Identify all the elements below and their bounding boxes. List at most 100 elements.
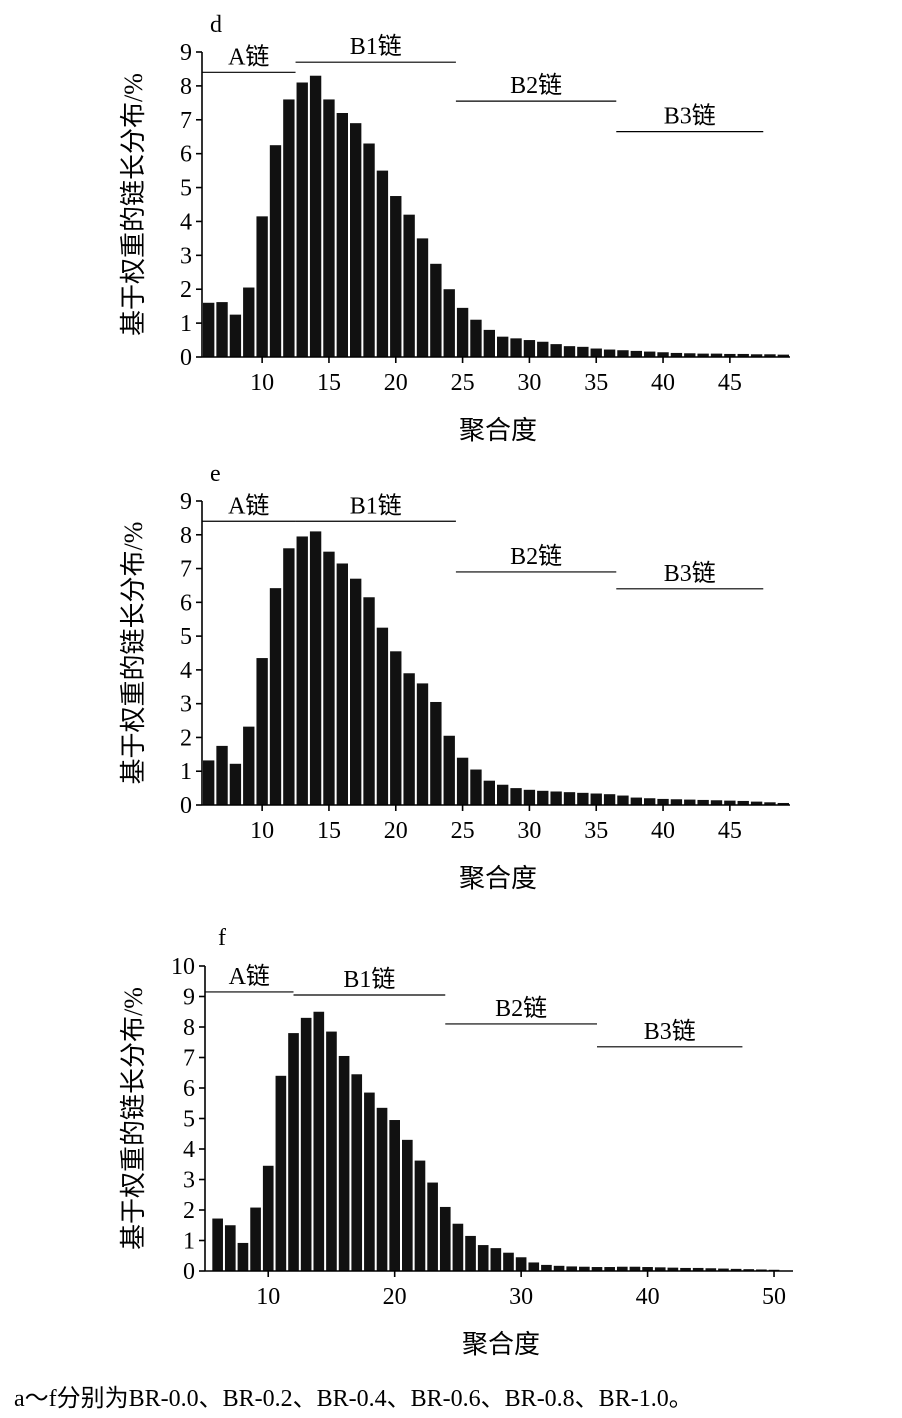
panel-d-bar-dp49 bbox=[777, 354, 789, 357]
panel-d-bar-dp16 bbox=[336, 113, 348, 357]
panel-d-bar-dp10 bbox=[256, 216, 268, 357]
panel-e-bar-dp45 bbox=[724, 800, 736, 805]
panel-d-bar-dp35 bbox=[590, 348, 602, 357]
panel-e-bar-dp15 bbox=[323, 551, 335, 805]
panel-d-region-label-0: A链 bbox=[228, 43, 269, 70]
panel-f-bar-dp19 bbox=[376, 1107, 388, 1271]
panel-e-ytick-label-0: 0 bbox=[180, 793, 192, 819]
panel-e-bar-dp24 bbox=[443, 735, 455, 805]
panel-f-bar-dp32 bbox=[541, 1264, 552, 1271]
panel-d-xtick-label-30: 30 bbox=[517, 370, 541, 396]
panel-d-bar-dp17 bbox=[350, 123, 362, 358]
panel-d-bar-dp41 bbox=[670, 352, 683, 357]
panel-d-ytick-label-2: 2 bbox=[180, 277, 192, 303]
panel-e-bar-dp40 bbox=[657, 798, 669, 805]
panel-d-bar-dp7 bbox=[216, 302, 228, 357]
panel-e-bar-dp42 bbox=[684, 799, 696, 805]
panel-d-xtick-label-35: 35 bbox=[584, 370, 608, 396]
panel-d-xtick-label-20: 20 bbox=[384, 370, 408, 396]
panel-e-bar-dp41 bbox=[670, 799, 683, 805]
panel-f-bar-dp7 bbox=[224, 1225, 236, 1271]
panel-e-bar-dp20 bbox=[390, 651, 402, 805]
chart-panel-f: f 0 1 2 3 4 5 6 7 8 9 10 10 20 30 40 50 聚合度 基于权重的链长分布/% A链 B… bbox=[119, 925, 793, 1359]
panel-f-bar-dp46 bbox=[718, 1268, 729, 1271]
panel-d-bar-dp32 bbox=[550, 344, 562, 357]
panel-d-ytick-label-6: 6 bbox=[180, 142, 192, 168]
panel-e-bar-dp43 bbox=[697, 799, 709, 805]
panel-f-ytick-label-2: 2 bbox=[183, 1198, 195, 1224]
panel-d-bar-dp27 bbox=[483, 329, 495, 357]
panel-e-bar-dp47 bbox=[750, 801, 763, 805]
panel-d-ytick-label-8: 8 bbox=[180, 74, 192, 100]
panel-f-bar-dp25 bbox=[452, 1223, 464, 1271]
panel-f-bar-dp45 bbox=[705, 1268, 717, 1271]
panel-d-bar-dp30 bbox=[523, 340, 536, 357]
panel-f-bar-dp24 bbox=[439, 1206, 451, 1271]
panel-d-bar-dp45 bbox=[724, 353, 736, 357]
panel-d-ytick-label-9: 9 bbox=[180, 40, 192, 66]
panel-d-x-axis-label: 聚合度 bbox=[459, 416, 537, 445]
panel-e-bar-dp16 bbox=[336, 563, 348, 805]
panel-f-bar-dp10 bbox=[262, 1165, 274, 1271]
panel-e-xtick-label-30: 30 bbox=[517, 818, 541, 844]
panel-f-xtick-label-40: 40 bbox=[636, 1284, 660, 1310]
panel-d-letter: d bbox=[210, 12, 222, 38]
panel-d-bar-dp8 bbox=[229, 314, 242, 357]
panel-d-bar-dp6 bbox=[203, 302, 215, 357]
panel-d-region-label-3: B3链 bbox=[664, 103, 716, 130]
panel-e-bar-dp49 bbox=[777, 802, 789, 805]
panel-e-y-axis-label: 基于权重的链长分布/% bbox=[119, 522, 148, 785]
panel-d-bar-dp31 bbox=[537, 341, 549, 357]
panel-e-x-axis-label: 聚合度 bbox=[459, 864, 537, 893]
panel-e-ytick-label-3: 3 bbox=[180, 692, 192, 718]
panel-d-bar-dp34 bbox=[577, 346, 589, 357]
panel-d-bar-dp11 bbox=[269, 145, 282, 357]
panel-f-xtick-label-10: 10 bbox=[256, 1284, 280, 1310]
panel-f-ytick-label-8: 8 bbox=[183, 1015, 195, 1041]
panel-e-ytick-label-8: 8 bbox=[180, 523, 192, 549]
panel-d-bar-dp24 bbox=[443, 289, 455, 357]
panel-d-bar-dp20 bbox=[390, 196, 402, 357]
panel-d-bar-dp18 bbox=[363, 143, 375, 357]
panel-e-bar-dp36 bbox=[603, 794, 616, 805]
panel-f-bar-dp48 bbox=[743, 1269, 755, 1271]
figure-caption: a～f分别为BR-0.0、BR-0.2、BR-0.4、BR-0.6、BR-0.8… bbox=[14, 1386, 693, 1412]
panel-e-bar-dp39 bbox=[644, 798, 656, 805]
panel-f-bar-dp41 bbox=[654, 1267, 666, 1271]
panel-d-bar-dp36 bbox=[603, 349, 616, 357]
panel-f-letter: f bbox=[218, 925, 226, 951]
panel-d-bar-dp37 bbox=[617, 350, 629, 357]
panel-e-bar-dp14 bbox=[309, 531, 322, 805]
panel-d-bar-dp43 bbox=[697, 353, 709, 357]
panel-f-bar-dp6 bbox=[212, 1218, 223, 1271]
panel-d-xtick-label-10: 10 bbox=[250, 370, 274, 396]
panel-e-xtick-label-10: 10 bbox=[250, 818, 274, 844]
panel-e-ytick-label-6: 6 bbox=[180, 590, 192, 616]
panel-d-region-label-1: B1链 bbox=[350, 33, 402, 60]
panel-e-bar-dp46 bbox=[737, 800, 749, 805]
panel-e-bar-dp37 bbox=[617, 795, 629, 805]
panel-f-bar-dp40 bbox=[642, 1267, 653, 1271]
panel-e-region-label-1: B1链 bbox=[350, 492, 402, 519]
panel-d-xtick-label-45: 45 bbox=[718, 370, 742, 396]
panel-f-xtick-label-50: 50 bbox=[762, 1284, 786, 1310]
panel-f-bar-dp43 bbox=[680, 1267, 691, 1271]
panel-f-ytick-label-1: 1 bbox=[183, 1229, 195, 1255]
panel-d-bar-dp38 bbox=[630, 350, 642, 357]
panel-d-y-axis-label: 基于权重的链长分布/% bbox=[119, 73, 148, 336]
panel-d-bar-dp14 bbox=[309, 75, 322, 357]
panel-d-bar-dp23 bbox=[430, 263, 442, 357]
panel-e-region-label-2: B2链 bbox=[510, 543, 562, 570]
panel-f-bar-dp39 bbox=[629, 1266, 641, 1271]
panel-e-bar-dp29 bbox=[510, 788, 522, 805]
panel-e-xtick-label-35: 35 bbox=[584, 818, 608, 844]
panel-d-bar-dp13 bbox=[296, 82, 308, 357]
panel-e-bar-dp10 bbox=[256, 658, 268, 805]
panel-d-bar-dp19 bbox=[376, 170, 389, 357]
panel-e-bar-dp18 bbox=[363, 597, 375, 805]
panel-e-bar-dp23 bbox=[430, 701, 442, 805]
panel-f-bar-dp42 bbox=[667, 1267, 679, 1271]
panel-e-bar-dp48 bbox=[764, 802, 776, 805]
panel-f-bar-dp31 bbox=[528, 1262, 540, 1271]
panel-d-bar-dp48 bbox=[764, 354, 776, 357]
